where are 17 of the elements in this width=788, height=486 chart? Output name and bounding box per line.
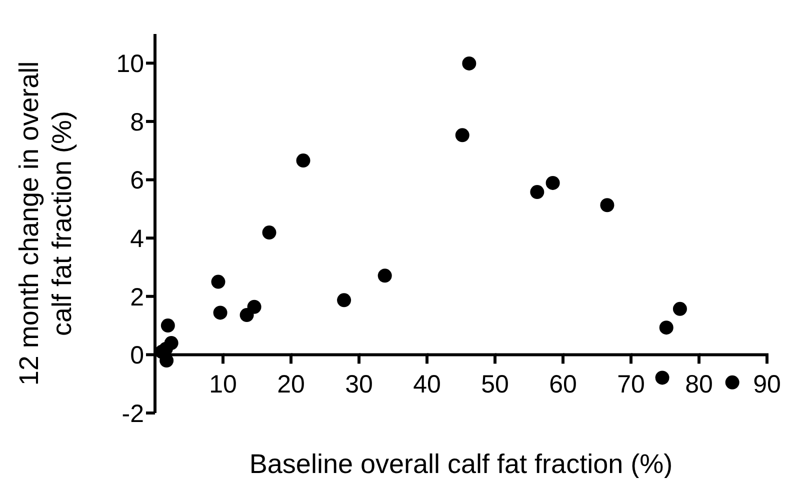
y-tick-label: 2 — [130, 283, 144, 312]
x-tick-label: 20 — [277, 370, 305, 399]
x-tick-label: 40 — [413, 370, 441, 399]
x-tick-label: 80 — [685, 370, 713, 399]
x-tick-label: 90 — [753, 370, 781, 399]
y-tick-label: 6 — [130, 166, 144, 195]
x-tick-label: 10 — [209, 370, 237, 399]
y-tick-label: 10 — [116, 50, 144, 78]
y-axis-title: 12 month change in overall calf fat fraction (%) — [14, 61, 77, 386]
y-tick-label: 8 — [130, 108, 144, 136]
x-tick-label: 50 — [481, 370, 509, 399]
x-tick-label: 60 — [549, 370, 577, 399]
y-tick-label: -2 — [122, 400, 144, 428]
x-tick-label: 30 — [345, 370, 373, 399]
x-tick-label: 70 — [617, 370, 645, 399]
y-tick-label: 4 — [130, 224, 144, 253]
y-tick-label: 0 — [130, 342, 144, 370]
